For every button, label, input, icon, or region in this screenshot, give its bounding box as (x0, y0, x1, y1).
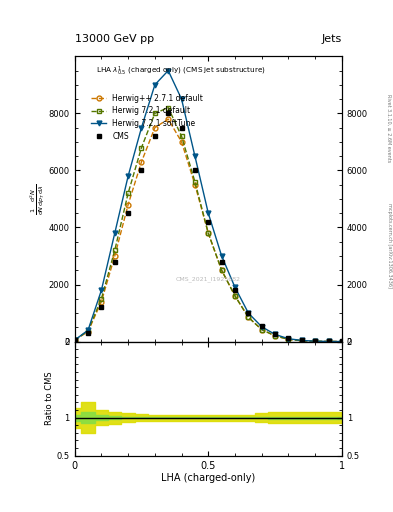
Herwig++ 2.7.1 default (86, 329, 90, 335)
Herwig 7.2.1 softTune (193, 153, 197, 159)
Herwig++ 2.7.1 default (233, 293, 237, 299)
Text: LHA $\lambda^{1}_{0.5}$ (charged only) (CMS jet substructure): LHA $\lambda^{1}_{0.5}$ (charged only) (… (96, 65, 266, 78)
Herwig++ 2.7.1 default (126, 202, 130, 208)
Herwig 7.2.1 softTune (259, 324, 264, 330)
CMS (286, 335, 291, 341)
Herwig 7.2.1 default (233, 293, 237, 299)
Herwig 7.2.1 softTune (99, 287, 104, 293)
Herwig++ 2.7.1 default (193, 182, 197, 188)
Legend: Herwig++ 2.7.1 default, Herwig 7.2.1 default, Herwig 7.2.1 softTune, CMS: Herwig++ 2.7.1 default, Herwig 7.2.1 def… (88, 91, 206, 144)
Herwig 7.2.1 default (72, 337, 77, 343)
Herwig 7.2.1 softTune (206, 210, 211, 216)
Text: mcplots.cern.ch [arXiv:1306.3436]: mcplots.cern.ch [arXiv:1306.3436] (387, 203, 391, 288)
Herwig++ 2.7.1 default (340, 338, 344, 345)
CMS (340, 338, 344, 345)
Herwig 7.2.1 softTune (139, 124, 144, 131)
Herwig 7.2.1 softTune (340, 338, 344, 345)
CMS (139, 167, 144, 174)
Herwig++ 2.7.1 default (313, 338, 318, 345)
CMS (246, 310, 251, 316)
Herwig 7.2.1 softTune (233, 284, 237, 290)
Herwig 7.2.1 default (152, 110, 157, 116)
Text: Jets: Jets (321, 33, 342, 44)
Herwig++ 2.7.1 default (206, 230, 211, 236)
CMS (299, 337, 304, 343)
CMS (86, 330, 90, 336)
Text: 13000 GeV pp: 13000 GeV pp (75, 33, 154, 44)
Herwig 7.2.1 softTune (246, 310, 251, 316)
Herwig 7.2.1 softTune (179, 96, 184, 102)
Herwig++ 2.7.1 default (152, 124, 157, 131)
Herwig 7.2.1 default (112, 247, 117, 253)
Herwig 7.2.1 default (206, 230, 211, 236)
CMS (259, 323, 264, 329)
Text: CMS_2021_I1925682: CMS_2021_I1925682 (176, 276, 241, 282)
Herwig 7.2.1 softTune (326, 338, 331, 345)
Herwig 7.2.1 default (326, 338, 331, 345)
Herwig 7.2.1 default (299, 337, 304, 344)
CMS (166, 110, 171, 116)
Herwig 7.2.1 default (273, 333, 277, 339)
Herwig++ 2.7.1 default (259, 327, 264, 333)
CMS (193, 167, 197, 174)
CMS (233, 287, 237, 293)
Herwig 7.2.1 softTune (152, 82, 157, 88)
Herwig 7.2.1 default (166, 104, 171, 111)
Line: CMS: CMS (72, 111, 344, 344)
Y-axis label: Ratio to CMS: Ratio to CMS (45, 372, 54, 425)
Herwig 7.2.1 default (86, 328, 90, 334)
Herwig 7.2.1 softTune (299, 337, 304, 344)
CMS (179, 124, 184, 131)
Herwig 7.2.1 default (313, 338, 318, 345)
Text: Rivet 3.1.10, ≥ 2.6M events: Rivet 3.1.10, ≥ 2.6M events (387, 94, 391, 162)
CMS (206, 219, 211, 225)
Line: Herwig 7.2.1 softTune: Herwig 7.2.1 softTune (72, 68, 344, 344)
Herwig 7.2.1 softTune (126, 173, 130, 179)
Herwig++ 2.7.1 default (286, 336, 291, 343)
Herwig 7.2.1 default (286, 336, 291, 343)
CMS (273, 331, 277, 337)
Herwig 7.2.1 default (340, 338, 344, 345)
CMS (126, 210, 130, 216)
Herwig 7.2.1 softTune (286, 336, 291, 342)
CMS (72, 337, 77, 343)
Herwig++ 2.7.1 default (166, 116, 171, 122)
Y-axis label: $\frac{1}{\mathrm{d}N}\frac{\mathrm{d}^2N}{\mathrm{d}p_T\,\mathrm{d}\lambda}$: $\frac{1}{\mathrm{d}N}\frac{\mathrm{d}^2… (29, 183, 47, 215)
Herwig 7.2.1 softTune (86, 327, 90, 333)
Herwig 7.2.1 softTune (72, 337, 77, 343)
X-axis label: LHA (charged-only): LHA (charged-only) (161, 473, 255, 483)
Herwig++ 2.7.1 default (246, 314, 251, 321)
Herwig 7.2.1 softTune (219, 253, 224, 259)
Herwig++ 2.7.1 default (179, 139, 184, 145)
CMS (326, 338, 331, 345)
CMS (313, 338, 318, 344)
Herwig++ 2.7.1 default (72, 337, 77, 343)
Line: Herwig++ 2.7.1 default: Herwig++ 2.7.1 default (72, 117, 344, 344)
Herwig 7.2.1 default (179, 133, 184, 139)
Herwig 7.2.1 default (259, 327, 264, 333)
Herwig 7.2.1 default (193, 179, 197, 185)
Herwig++ 2.7.1 default (139, 159, 144, 165)
Herwig 7.2.1 softTune (313, 338, 318, 344)
Herwig 7.2.1 default (139, 144, 144, 151)
Herwig++ 2.7.1 default (273, 333, 277, 339)
Line: Herwig 7.2.1 default: Herwig 7.2.1 default (72, 105, 344, 344)
Herwig 7.2.1 default (99, 296, 104, 302)
Herwig++ 2.7.1 default (219, 267, 224, 273)
Herwig 7.2.1 default (219, 267, 224, 273)
CMS (99, 304, 104, 310)
CMS (112, 259, 117, 265)
Herwig++ 2.7.1 default (326, 338, 331, 345)
CMS (219, 259, 224, 265)
Herwig 7.2.1 default (246, 314, 251, 321)
Herwig 7.2.1 softTune (273, 331, 277, 337)
Herwig++ 2.7.1 default (99, 298, 104, 305)
Herwig 7.2.1 softTune (112, 230, 117, 236)
CMS (152, 133, 157, 139)
Herwig 7.2.1 softTune (166, 68, 171, 74)
Herwig++ 2.7.1 default (299, 337, 304, 344)
Herwig++ 2.7.1 default (112, 253, 117, 259)
Herwig 7.2.1 default (126, 190, 130, 196)
